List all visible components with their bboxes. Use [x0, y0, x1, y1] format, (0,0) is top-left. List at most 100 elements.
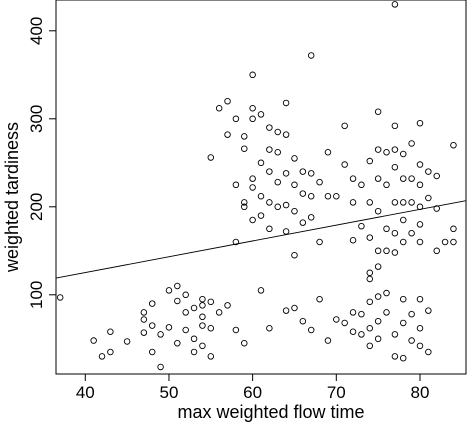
data-point — [207, 324, 215, 332]
y-tick-label: 200 — [27, 193, 46, 221]
data-point — [207, 353, 215, 360]
y-tick-label: 400 — [27, 17, 46, 45]
data-point — [408, 229, 415, 237]
data-point — [140, 316, 148, 323]
data-point — [391, 122, 399, 130]
data-point — [282, 228, 290, 235]
data-point — [157, 331, 164, 338]
data-point — [399, 354, 407, 362]
data-point — [433, 247, 440, 255]
data-point — [399, 238, 407, 246]
regression-line-group — [55, 200, 467, 279]
data-point — [123, 338, 131, 345]
data-point — [266, 324, 273, 332]
data-point — [148, 348, 156, 356]
data-point — [266, 146, 273, 153]
data-point — [383, 309, 390, 316]
data-point — [399, 150, 407, 158]
data-point — [199, 313, 206, 321]
data-point — [441, 238, 449, 246]
data-point — [291, 207, 298, 215]
data-point — [316, 238, 323, 246]
data-point — [190, 348, 198, 356]
data-point — [199, 342, 206, 350]
data-point — [274, 148, 281, 156]
data-point — [241, 145, 248, 152]
data-point — [349, 328, 357, 336]
data-point — [107, 348, 114, 356]
data-point — [56, 294, 64, 301]
data-point — [416, 295, 424, 303]
data-point — [291, 251, 298, 259]
data-point — [399, 295, 407, 303]
data-point — [324, 148, 332, 156]
data-point — [416, 161, 424, 168]
data-point — [450, 141, 457, 149]
data-point — [182, 326, 189, 334]
data-point — [274, 203, 281, 211]
plot-frame — [55, 0, 467, 375]
data-point — [307, 214, 315, 221]
data-point — [232, 238, 240, 246]
x-tick-label: 80 — [411, 383, 430, 402]
data-point — [324, 337, 332, 344]
data-point — [174, 339, 181, 347]
data-point — [224, 302, 231, 309]
data-point — [391, 163, 399, 171]
data-point — [241, 133, 248, 140]
data-point — [366, 234, 374, 241]
data-point — [416, 203, 424, 211]
data-point — [374, 335, 382, 343]
data-point — [374, 263, 382, 270]
data-point — [425, 348, 432, 356]
data-point — [333, 316, 340, 323]
data-point — [207, 298, 215, 306]
data-point — [282, 131, 290, 138]
data-point — [399, 216, 407, 224]
y-axis-title: weighted tardiness — [2, 122, 22, 273]
data-point — [307, 170, 315, 177]
data-point — [383, 181, 390, 189]
data-point — [358, 181, 365, 189]
data-point — [391, 353, 399, 360]
data-point — [366, 342, 374, 350]
plot-border — [55, 0, 467, 375]
data-point — [199, 302, 206, 309]
data-point — [249, 115, 256, 123]
data-point — [140, 329, 148, 336]
data-point — [257, 192, 265, 200]
data-point — [282, 201, 290, 209]
x-axis-title: max weighted flow time — [177, 402, 364, 422]
data-point — [383, 289, 390, 297]
data-point — [333, 192, 340, 200]
data-point — [174, 282, 181, 290]
data-point — [257, 212, 265, 219]
data-point — [241, 339, 248, 347]
x-tick-label: 40 — [76, 383, 95, 402]
data-point — [249, 184, 256, 191]
data-point — [307, 192, 315, 200]
data-point — [316, 295, 323, 303]
data-point — [374, 247, 382, 255]
data-point — [374, 175, 382, 182]
data-point — [282, 307, 290, 314]
data-point — [383, 247, 390, 255]
data-point — [324, 192, 332, 200]
data-point — [90, 337, 97, 344]
data-point — [299, 317, 307, 325]
data-point — [232, 326, 240, 334]
data-point — [425, 194, 432, 202]
data-point — [207, 154, 215, 161]
data-point — [299, 219, 307, 226]
data-point — [291, 181, 298, 189]
data-point — [391, 199, 399, 206]
data-point — [316, 178, 323, 186]
data-point — [358, 331, 365, 338]
data-point — [366, 298, 374, 306]
data-point — [182, 309, 189, 316]
data-point — [374, 207, 382, 215]
data-point — [291, 155, 298, 162]
data-point — [249, 216, 256, 224]
data-point — [266, 225, 273, 233]
